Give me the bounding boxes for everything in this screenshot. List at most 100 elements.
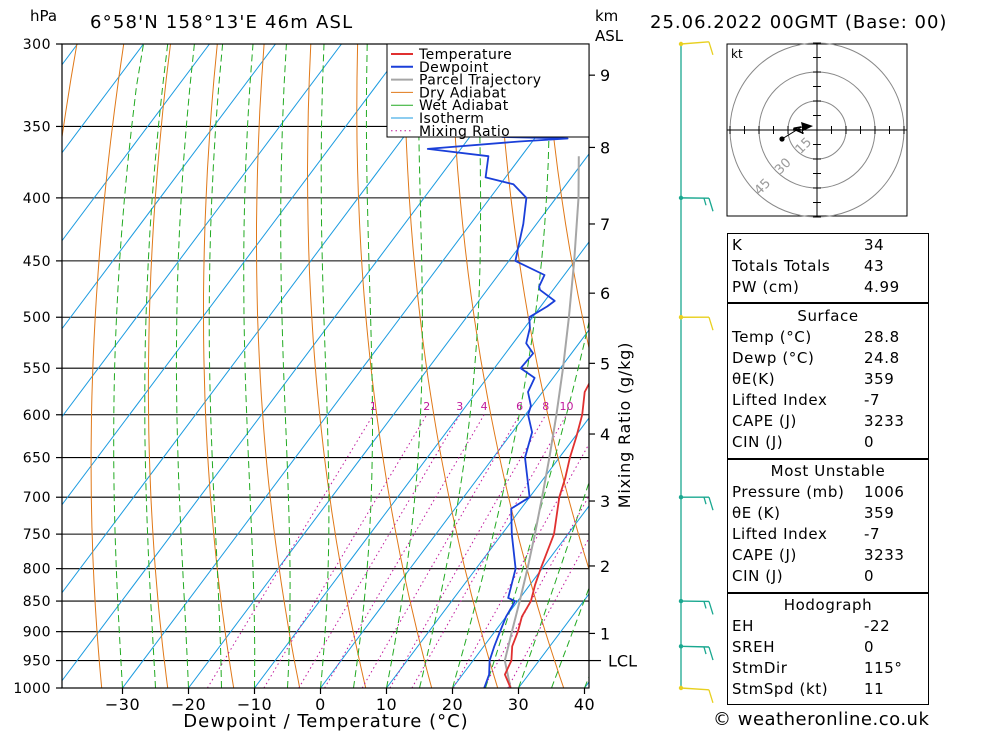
dry-adiabat-line	[403, 44, 499, 688]
dry-adiabat-line	[544, 44, 589, 351]
hodograph-index-value: 11	[864, 680, 885, 698]
surface-index-value: -7	[864, 391, 881, 409]
surface-index-row: Temp (°C) 28.8	[728, 327, 928, 348]
surface-index-label: Temp (°C)	[732, 328, 812, 346]
most-unstable-index-row: CAPE (J) 3233	[728, 545, 928, 566]
hodograph-index-row: EH -22	[728, 616, 928, 637]
most-unstable-index-label: CIN (J)	[732, 567, 784, 585]
wind-barb-half-flag	[703, 601, 707, 609]
surface-box: Surface Temp (°C) 28.8 Dewp (°C) 24.8 θE(K) 3…	[727, 303, 929, 459]
mixing-ratio-line	[452, 443, 589, 688]
wind-barb-flag	[708, 646, 714, 661]
dry-adiabat-line	[306, 44, 367, 688]
wind-barb-flag	[708, 689, 714, 704]
most-unstable-index-label: CAPE (J)	[732, 546, 797, 564]
hodograph-index-label: SREH	[732, 638, 776, 656]
surface-index-row: CAPE (J) 3233	[728, 411, 928, 432]
surface-table: Surface Temp (°C) 28.8 Dewp (°C) 24.8 θE(K) 3…	[728, 306, 928, 453]
isotherm-line	[386, 417, 589, 688]
wet-adiabat-line	[551, 586, 589, 688]
km-unit-label: km	[595, 7, 618, 25]
general-index-row: Totals Totals 43	[728, 256, 928, 277]
dry-adiabat-line	[919, 44, 1000, 688]
hodograph-index-label: StmSpd (kt)	[732, 680, 829, 698]
wet-adiabat-line	[452, 44, 551, 688]
temperature-tick-label: 40	[574, 695, 595, 714]
km-tick-label: 3	[600, 492, 610, 511]
wind-barb-dot	[678, 41, 684, 47]
surface-index-value: 0	[864, 433, 875, 451]
wind-barb-dot	[678, 495, 684, 500]
dry-adiabat-line	[203, 44, 235, 688]
legend-label: Dry Adiabat	[419, 85, 506, 101]
pressure-tick-label: 850	[23, 594, 51, 610]
general-index-value: 34	[864, 236, 885, 254]
wind-barb-dot	[678, 685, 684, 691]
pressure-tick-label: 600	[23, 408, 51, 424]
most-unstable-index-value: 3233	[864, 546, 905, 564]
wind-barb-half-flag	[703, 497, 707, 505]
temperature-tick-label: −30	[105, 695, 140, 714]
date-title: 25.06.2022 00GMT (Base: 00)	[650, 12, 947, 33]
surface-index-value: 3233	[864, 412, 905, 430]
most-unstable-index-row: θE (K) 359	[728, 503, 928, 524]
most-unstable-index-row: Pressure (mb) 1006	[728, 482, 928, 503]
mixing-ratio-line	[324, 414, 485, 688]
isotherm-line	[62, 44, 276, 330]
pressure-tick-label: 900	[23, 625, 51, 641]
pressure-tick-label: 350	[23, 119, 51, 135]
hodograph-index-value: 0	[864, 638, 875, 656]
mixing-ratio-label: 15	[598, 400, 612, 413]
mixing-ratio-axis-label: Mixing Ratio (g/kg)	[615, 342, 634, 508]
pressure-tick-label: 500	[23, 310, 51, 326]
wet-adiabat-line	[144, 44, 169, 688]
hodograph-trace	[792, 126, 804, 135]
surface-index-row: CIN (J) 0	[728, 432, 928, 453]
km-tick-label: 1	[600, 624, 610, 643]
most-unstable-index-row: Lifted Index -7	[728, 524, 928, 545]
wet-adiabat-line	[175, 44, 195, 688]
surface-title: Surface	[797, 307, 859, 325]
grid-layer: 1 2 3 4 6 8 10 15 20 25	[62, 44, 1000, 688]
legend-box	[386, 43, 590, 138]
mixing-ratio-label: 10	[560, 400, 574, 413]
temperature-tick-label: 10	[376, 695, 397, 714]
legend-label: Wet Adiabat	[419, 98, 509, 114]
hodograph-trace-arrow	[801, 122, 813, 131]
parcel-trajectory-line	[503, 156, 580, 688]
isotherm-line	[62, 44, 408, 506]
isotherm-line	[452, 505, 589, 688]
wind-barb-dot	[678, 598, 684, 604]
hodograph-index-label: EH	[732, 617, 754, 635]
km-tick-label: 5	[600, 354, 610, 373]
hodograph-unit-label: kt	[731, 47, 743, 61]
temperature-tick-label: 30	[508, 695, 529, 714]
wind-profile	[678, 41, 714, 704]
pressure-unit-label: hPa	[30, 7, 57, 25]
mixing-ratio-label: 6	[516, 400, 523, 413]
km-tick-label: 6	[600, 284, 610, 303]
mixing-ratio-line	[263, 414, 428, 688]
isotherm-line	[320, 329, 589, 688]
axes-layer: 3003504004505005506006507007508008509009…	[13, 37, 637, 714]
surface-index-row: Dewp (°C) 24.8	[728, 348, 928, 369]
wet-adiabat-line	[208, 44, 224, 688]
general-index-row: PW (cm) 4.99	[728, 277, 928, 298]
wind-barb-half-flag	[703, 198, 707, 206]
dry-adiabat-line	[450, 44, 565, 688]
wind-barb-flag	[708, 317, 714, 331]
mixing-ratio-label: 3	[456, 400, 463, 413]
surface-index-label: Lifted Index	[732, 391, 828, 409]
general-indices-box: K 34 Totals Totals 43 PW (cm) 4.99	[727, 233, 929, 303]
hodograph-indices-box: Hodograph EH -22 SREH 0 StmDir 115° StmSpd (kt…	[727, 593, 929, 705]
wet-adiabat-line	[386, 44, 423, 688]
copyright-footer[interactable]: © weatheronline.co.uk	[713, 709, 930, 730]
pressure-tick-label: 700	[23, 490, 51, 506]
wet-adiabat-line	[113, 44, 144, 688]
most-unstable-table: Most Unstable Pressure (mb) 1006 θE (K) 359…	[728, 461, 928, 587]
isotherm-line	[188, 153, 589, 688]
general-index-label: Totals Totals	[732, 257, 831, 275]
pressure-tick-label: 1000	[13, 681, 51, 697]
mixing-ratio-line	[206, 414, 374, 688]
legend-label: Isotherm	[419, 111, 484, 127]
